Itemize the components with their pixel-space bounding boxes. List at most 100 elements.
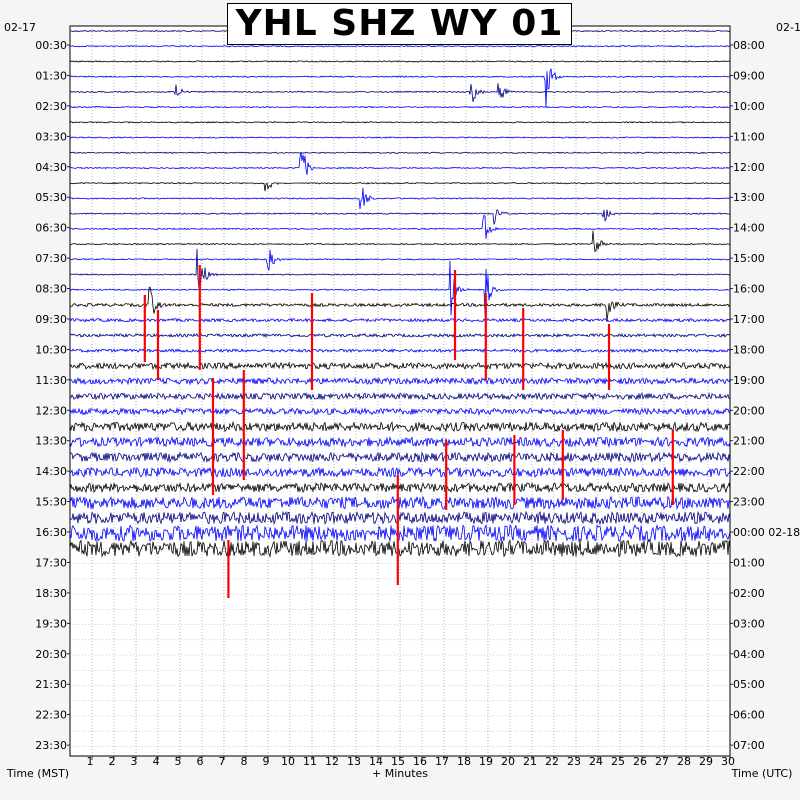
right-time-label: 00:00 02-18 — [733, 526, 800, 539]
right-time-label: 20:00 — [733, 404, 765, 417]
right-time-label: 03:00 — [733, 617, 765, 630]
right-time-label: 06:00 — [733, 709, 765, 722]
left-time-label: 11:30 — [35, 374, 67, 387]
right-time-label: 23:00 — [733, 496, 765, 509]
left-time-label: 09:30 — [35, 313, 67, 326]
right-time-label: 09:00 — [733, 69, 765, 82]
trace-row-30 — [69, 481, 731, 494]
right-time-label: 05:00 — [733, 678, 765, 691]
chart-title: YHL SHZ WY 01 — [235, 3, 564, 44]
right-time-label: 08:00 — [733, 39, 765, 52]
trace-row-17 — [69, 260, 731, 316]
left-time-label: 17:30 — [35, 556, 67, 569]
left-time-label: 13:30 — [35, 435, 67, 448]
trace-row-5 — [69, 105, 731, 109]
trace-row-15 — [69, 249, 730, 271]
x-tick-label: 4 — [153, 755, 160, 768]
left-date-label: 02-17 — [4, 21, 36, 34]
x-tick-label: 6 — [197, 755, 204, 768]
x-tick-label: 19 — [479, 755, 493, 768]
x-tick-label: 1 — [87, 755, 94, 768]
right-time-label: 21:00 — [733, 435, 765, 448]
trace-row-4 — [69, 83, 731, 102]
left-time-label: 12:30 — [35, 404, 67, 417]
x-tick-label: 10 — [281, 755, 295, 768]
x-tick-label: 8 — [241, 755, 248, 768]
x-tick-label: 5 — [175, 755, 182, 768]
right-time-label: 10:00 — [733, 100, 765, 113]
trace-row-26 — [69, 420, 731, 433]
x-tick-label: 18 — [457, 755, 471, 768]
right-time-label: 02:00 — [733, 587, 765, 600]
left-time-label: 02:30 — [35, 100, 67, 113]
axis-ticks: 1 2 3 4 5 6 7 8 9 10 11 12 13 14 15 16 17 18 19 20 21 22 23 24 2… — [35, 39, 800, 768]
left-time-label: 16:30 — [35, 526, 67, 539]
left-axis-caption: Time (MST) — [6, 767, 69, 780]
right-time-label: 22:00 — [733, 465, 765, 478]
left-time-label: 05:30 — [35, 191, 67, 204]
trace-row-7 — [69, 136, 731, 139]
trace-row-3 — [69, 68, 731, 108]
x-tick-label: 11 — [303, 755, 317, 768]
left-time-label: 14:30 — [35, 465, 67, 478]
trace-row-11 — [69, 187, 731, 210]
left-time-label: 07:30 — [35, 252, 67, 265]
x-tick-label: 30 — [721, 755, 735, 768]
left-time-label: 18:30 — [35, 587, 67, 600]
x-tick-label: 24 — [589, 755, 603, 768]
trace-row-29 — [69, 466, 731, 478]
x-tick-label: 29 — [699, 755, 713, 768]
right-time-label: 15:00 — [733, 252, 765, 265]
x-tick-label: 14 — [369, 755, 383, 768]
trace-row-12 — [69, 209, 731, 225]
right-time-label: 17:00 — [733, 313, 765, 326]
right-time-label: 13:00 — [733, 191, 765, 204]
left-time-label: 20:30 — [35, 648, 67, 661]
left-time-label: 03:30 — [35, 130, 67, 143]
left-time-label: 23:30 — [35, 739, 67, 752]
x-tick-label: 28 — [677, 755, 691, 768]
trace-row-23 — [69, 376, 731, 386]
left-time-label: 22:30 — [35, 709, 67, 722]
right-time-label: 19:00 — [733, 374, 765, 387]
right-time-label: 01:00 — [733, 556, 765, 569]
x-tick-label: 2 — [109, 755, 116, 768]
left-time-label: 04:30 — [35, 161, 67, 174]
x-tick-label: 22 — [545, 755, 559, 768]
right-time-label: 16:00 — [733, 283, 765, 296]
seismogram-traces — [69, 22, 731, 558]
x-tick-label: 16 — [413, 755, 427, 768]
x-tick-label: 26 — [633, 755, 647, 768]
trace-row-14 — [70, 230, 731, 253]
x-tick-label: 21 — [523, 755, 537, 768]
trace-row-18 — [69, 286, 731, 321]
right-time-label: 14:00 — [733, 222, 765, 235]
x-tick-label: 27 — [655, 755, 669, 768]
trace-row-16 — [69, 248, 731, 293]
x-tick-label: 23 — [567, 755, 581, 768]
right-time-label: 07:00 — [733, 739, 765, 752]
left-time-label: 06:30 — [35, 222, 67, 235]
trace-row-6 — [69, 121, 731, 124]
left-time-label: 15:30 — [35, 496, 67, 509]
trace-row-32 — [69, 510, 731, 526]
right-time-label: 12:00 — [733, 161, 765, 174]
plot-area — [69, 25, 731, 757]
trace-row-25 — [69, 406, 731, 417]
trace-row-28 — [69, 451, 731, 464]
left-time-label: 00:30 — [35, 39, 67, 52]
trace-row-2 — [69, 60, 731, 63]
trace-row-22 — [69, 361, 731, 371]
trace-row-19 — [69, 317, 731, 323]
trace-row-33 — [69, 523, 731, 543]
trace-row-27 — [69, 435, 731, 448]
right-time-label: 18:00 — [733, 343, 765, 356]
right-time-label: 04:00 — [733, 648, 765, 661]
x-tick-label: 25 — [611, 755, 625, 768]
x-tick-label: 7 — [219, 755, 226, 768]
trace-row-10 — [69, 181, 731, 192]
chart-title-box: YHL SHZ WY 01 — [227, 3, 572, 45]
trace-row-34 — [69, 539, 731, 558]
trace-row-9 — [69, 152, 731, 175]
